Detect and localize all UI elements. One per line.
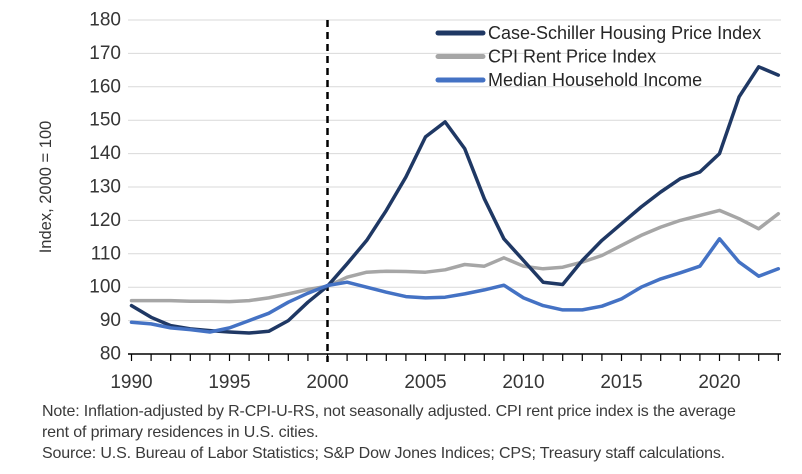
y-tick-label-120: 120	[89, 210, 121, 231]
x-tick-label-2005: 2005	[404, 372, 446, 393]
cpi-rent-price-index-line	[129, 208, 781, 304]
y-axis-labels: 80 90 100 110 120 130 140 150 160 170 180	[89, 10, 121, 365]
x-axis-labels: 1990 1995 2000 2005 2010 2015 2020	[110, 372, 740, 393]
y-tick-label-90: 90	[100, 310, 121, 331]
y-tick-label-170: 170	[89, 43, 121, 64]
y-tick-label-150: 150	[89, 110, 121, 131]
note-line-3: Source: U.S. Bureau of Labor Statistics;…	[42, 445, 725, 462]
y-tick-label-180: 180	[89, 10, 121, 31]
y-axis-title: Index, 2000 = 100	[37, 121, 55, 254]
y-tick-label-130: 130	[89, 177, 121, 198]
y-tick-label-80: 80	[100, 344, 121, 365]
case-schiller-housing-price-index-line	[129, 65, 781, 335]
legend-item-cpi-rent-price-index: CPI Rent Price Index	[435, 47, 656, 67]
x-tick-label-1990: 1990	[110, 372, 152, 393]
legend-label-cpi-rent-price-index: CPI Rent Price Index	[488, 47, 656, 67]
y-tick-label-110: 110	[91, 243, 121, 264]
legend-label-median-household-income: Median Household Income	[488, 70, 702, 90]
series-lines	[129, 65, 781, 335]
x-tick-label-2000: 2000	[306, 372, 348, 393]
note-line-2: rent of primary residences in U.S. citie…	[42, 424, 319, 441]
x-tick-label-2010: 2010	[502, 372, 544, 393]
gridlines	[128, 19, 781, 322]
legend-item-median-household-income: Median Household Income	[435, 70, 702, 90]
y-tick-label-100: 100	[89, 277, 121, 298]
y-axis-title: Index, 2000 = 100	[37, 121, 55, 254]
legend: Case-Schiller Housing Price Index CPI Ren…	[435, 23, 761, 90]
legend-label-case-schiller-housing-price-index: Case-Schiller Housing Price Index	[488, 23, 761, 43]
y-tick-label-160: 160	[89, 76, 121, 97]
x-tick-label-2015: 2015	[600, 372, 642, 393]
y-tick-label-140: 140	[89, 143, 121, 164]
line-chart: 80 90 100 110 120 130 140 150 160 170 180 1990 1995…	[37, 10, 781, 393]
note-line-1: Note: Inflation-adjusted by R-CPI-U-RS, …	[42, 403, 736, 420]
x-tick-label-1995: 1995	[208, 372, 250, 393]
median-household-income-line	[129, 237, 781, 334]
legend-item-case-schiller-housing-price-index: Case-Schiller Housing Price Index	[435, 23, 761, 43]
chart-note: Note: Inflation-adjusted by R-CPI-U-RS, …	[42, 401, 787, 464]
x-axis	[128, 353, 781, 361]
x-tick-label-2020: 2020	[698, 372, 740, 393]
